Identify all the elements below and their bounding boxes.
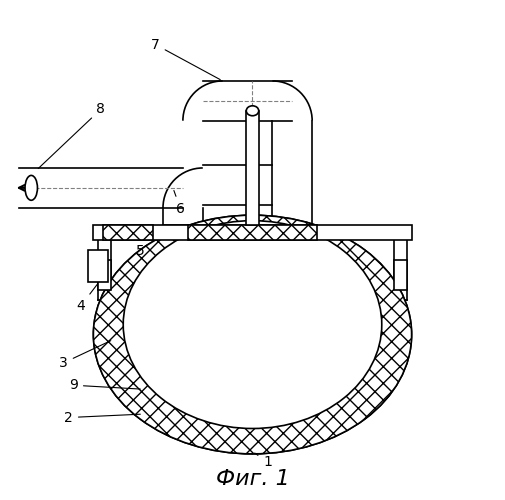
Bar [246,111,259,225]
Text: 3: 3 [59,340,111,370]
Bar [394,260,407,290]
Text: 6: 6 [174,190,185,216]
Bar [93,225,412,240]
Bar [98,260,111,290]
Ellipse shape [246,106,259,116]
Text: 5: 5 [136,236,145,258]
Text: Фиг. 1: Фиг. 1 [216,468,289,488]
Ellipse shape [123,220,382,428]
Ellipse shape [25,176,37,201]
Ellipse shape [93,215,412,454]
Text: 7: 7 [151,38,220,80]
Bar [188,225,317,240]
Text: 8: 8 [38,102,105,168]
Bar [88,250,108,282]
Text: 9: 9 [69,378,140,392]
Text: 2: 2 [64,410,140,424]
Ellipse shape [93,215,412,454]
Text: 1: 1 [255,453,272,469]
Bar [104,225,153,240]
Text: 4: 4 [77,272,107,312]
